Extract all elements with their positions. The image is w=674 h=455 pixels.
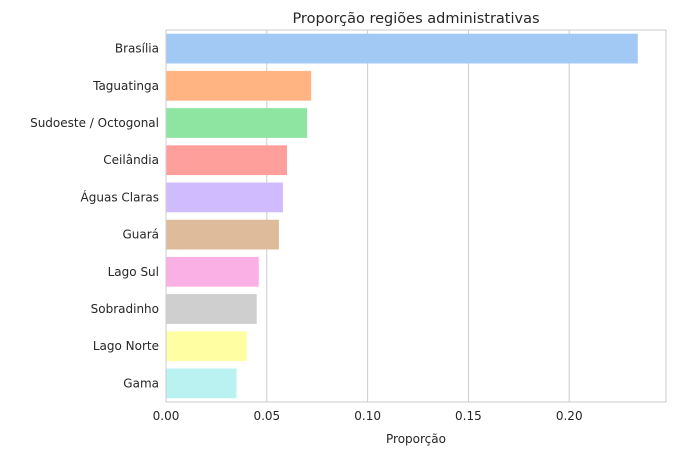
x-axis-label: Proporção: [386, 432, 446, 446]
y-tick-label: Lago Sul: [108, 265, 159, 279]
bars: [166, 33, 638, 399]
bar: [166, 108, 308, 138]
x-tick-label: 0.20: [556, 409, 583, 423]
x-tick-label: 0.15: [455, 409, 482, 423]
bar: [166, 294, 257, 324]
y-tick-label: Gama: [123, 376, 159, 390]
y-tick-label: Guará: [122, 228, 159, 242]
bar: [166, 145, 287, 176]
bar: [166, 256, 259, 287]
x-tick-labels: 0.00 0.05 0.10 0.15 0.20: [153, 409, 583, 423]
bar: [166, 368, 237, 399]
plot-frame: [165, 29, 667, 403]
y-tick-label: Ceilândia: [103, 153, 159, 167]
bar: [166, 331, 247, 362]
y-tick-label: Águas Claras: [81, 189, 159, 204]
y-tick-label: Brasília: [115, 42, 159, 56]
bar: [166, 219, 279, 250]
y-tick-label: Taguatinga: [92, 79, 159, 93]
bar: [166, 33, 638, 64]
x-tick-label: 0.05: [253, 409, 280, 423]
y-tick-label: Sudoeste / Octogonal: [30, 116, 159, 130]
y-tick-label: Sobradinho: [91, 302, 159, 316]
y-tick-labels: Brasília Taguatinga Sudoeste / Octogonal Ce…: [30, 42, 159, 391]
y-tick-label: Lago Norte: [93, 339, 159, 353]
bar: [166, 70, 312, 101]
x-tick-label: 0.10: [354, 409, 381, 423]
bar: [166, 182, 283, 213]
chart-title: Proporção regiões administrativas: [292, 11, 539, 27]
x-tick-label: 0.00: [153, 409, 180, 423]
